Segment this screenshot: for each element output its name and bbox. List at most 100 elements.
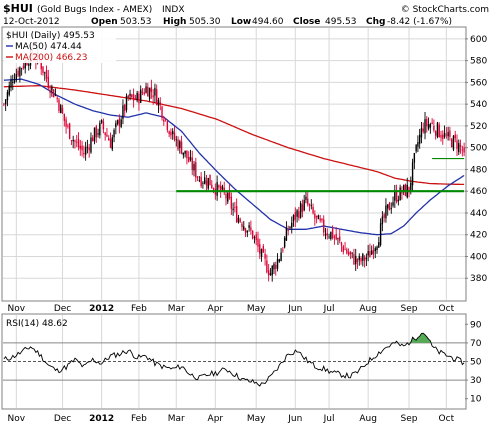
candle-body bbox=[143, 92, 145, 94]
candle-body bbox=[189, 156, 192, 160]
candle-body bbox=[211, 184, 213, 188]
candle-body bbox=[97, 133, 99, 135]
candle-body bbox=[191, 157, 193, 170]
month-label: Feb bbox=[131, 414, 147, 424]
candle-body bbox=[8, 85, 10, 95]
candle-body bbox=[351, 252, 353, 254]
candle-body bbox=[68, 123, 71, 139]
candle-body bbox=[324, 233, 327, 236]
candle-body bbox=[102, 121, 105, 130]
candle-body bbox=[390, 208, 392, 209]
candle-body bbox=[81, 145, 83, 151]
candle-body bbox=[458, 143, 460, 153]
candle-body bbox=[459, 145, 462, 147]
candle-body bbox=[179, 141, 181, 149]
price-panel-frame bbox=[1, 26, 467, 302]
candle-body bbox=[26, 61, 28, 66]
month-label: Jun bbox=[287, 414, 302, 424]
month-label: 2012 bbox=[89, 304, 114, 314]
candle-body bbox=[93, 127, 96, 142]
candle-body bbox=[147, 86, 149, 97]
candle-body bbox=[122, 105, 124, 119]
rsi-line-group bbox=[3, 332, 465, 387]
candle-body bbox=[40, 60, 42, 70]
month-label: Aug bbox=[359, 414, 377, 424]
candle-body bbox=[299, 203, 302, 218]
candle-body bbox=[282, 249, 284, 251]
candle-body bbox=[140, 89, 142, 103]
candle-body bbox=[61, 107, 64, 114]
candle-body bbox=[237, 217, 240, 223]
candle-body bbox=[10, 79, 12, 88]
candle-body bbox=[175, 139, 177, 141]
candle-body bbox=[173, 132, 176, 140]
candle-body bbox=[434, 131, 437, 136]
candle-body bbox=[399, 187, 401, 201]
price-tick-label: 380 bbox=[470, 274, 487, 284]
legend-box bbox=[4, 28, 116, 63]
open-label: Open bbox=[91, 17, 118, 27]
candle-body bbox=[379, 223, 382, 246]
candle-body bbox=[387, 204, 389, 209]
candle-body bbox=[65, 119, 67, 127]
candle-body bbox=[331, 228, 334, 239]
candle-body bbox=[84, 147, 87, 155]
candle-body bbox=[67, 125, 69, 127]
candle-body bbox=[232, 208, 234, 211]
candle-body bbox=[106, 134, 108, 137]
candle-body bbox=[79, 145, 81, 149]
open-value: 503.53 bbox=[120, 17, 152, 27]
candle-body bbox=[108, 138, 110, 141]
close-value: 495.53 bbox=[325, 17, 357, 27]
price-axis: 380 400 420 440 460 480 500 520 540 560 580 600 bbox=[465, 35, 487, 284]
candle-body bbox=[426, 118, 428, 127]
candle-body bbox=[52, 89, 55, 98]
candle-body bbox=[273, 263, 275, 270]
candle-body bbox=[371, 250, 373, 255]
month-label: Oct bbox=[439, 304, 455, 314]
candle-body bbox=[463, 147, 465, 153]
candle-body bbox=[315, 215, 318, 218]
rsi-tick-label: 30 bbox=[470, 376, 482, 386]
candle-body bbox=[283, 237, 286, 248]
candle-body bbox=[113, 129, 115, 138]
candle-body bbox=[209, 174, 211, 186]
candle-body bbox=[411, 162, 414, 186]
candle-body bbox=[402, 185, 405, 192]
candle-body bbox=[294, 212, 297, 220]
candle-body bbox=[278, 259, 281, 262]
candle-body bbox=[262, 246, 265, 253]
candle-body bbox=[230, 196, 233, 209]
candle-body bbox=[13, 80, 16, 83]
candle-body bbox=[246, 230, 249, 233]
candle-body bbox=[321, 218, 323, 221]
price-tick-label: 540 bbox=[470, 100, 487, 110]
candle-body bbox=[363, 257, 366, 261]
candle-body bbox=[355, 256, 357, 265]
support-lines bbox=[176, 157, 465, 193]
candle-body bbox=[111, 137, 113, 150]
month-label: May bbox=[247, 414, 266, 424]
price-tick-label: 400 bbox=[470, 252, 487, 262]
candle-body bbox=[449, 130, 451, 137]
month-label: 2012 bbox=[89, 414, 114, 424]
candle-body bbox=[28, 64, 30, 66]
candle-body bbox=[376, 246, 378, 250]
date-label: 12-Oct-2012 bbox=[3, 17, 60, 27]
price-tick-label: 520 bbox=[470, 122, 487, 132]
candle-body bbox=[410, 182, 412, 191]
month-label: Nov bbox=[8, 304, 26, 314]
candle-body bbox=[163, 119, 165, 122]
candle-body bbox=[440, 134, 442, 138]
month-label: Feb bbox=[131, 304, 147, 314]
candle-body bbox=[340, 242, 343, 246]
legend-rsi: RSI(14) 48.62 bbox=[6, 319, 68, 329]
candle-body bbox=[378, 242, 380, 248]
candle-body bbox=[166, 121, 169, 131]
price-tick-label: 560 bbox=[470, 78, 487, 88]
candle-body bbox=[47, 76, 50, 89]
candle-body bbox=[227, 193, 229, 202]
candle-body bbox=[326, 233, 328, 236]
high-label: High bbox=[163, 17, 186, 27]
candle-body bbox=[17, 70, 19, 76]
